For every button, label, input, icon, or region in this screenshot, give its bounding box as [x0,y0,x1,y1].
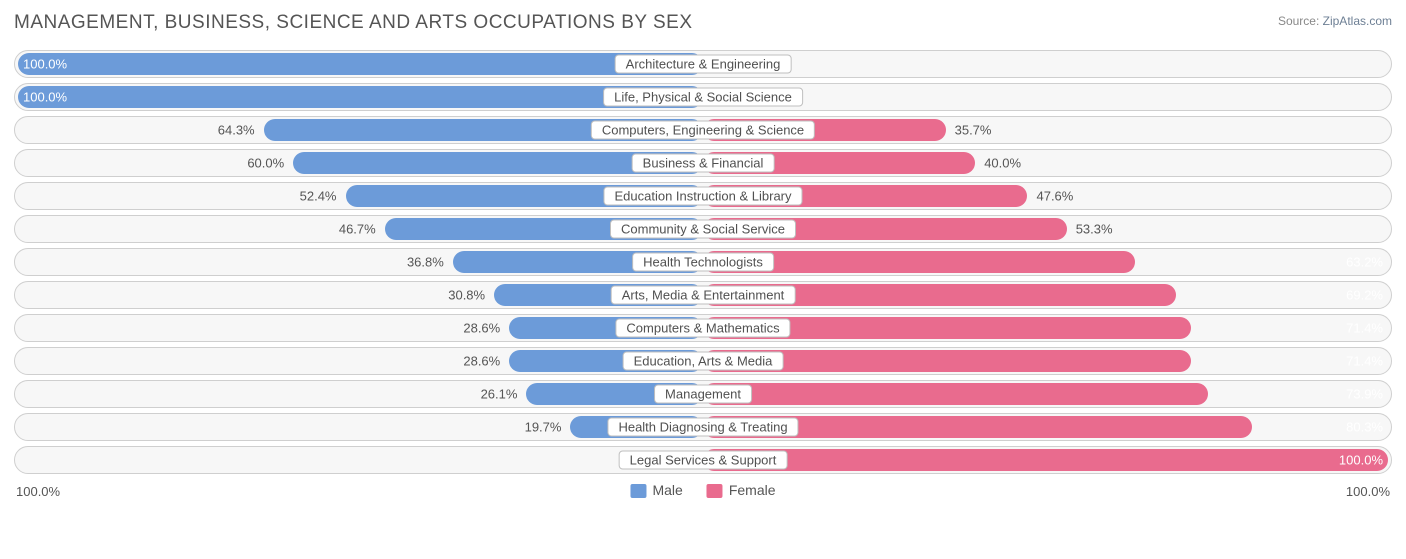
legend-male: Male [630,482,682,498]
chart-row: 36.8% 63.2% Health Technologists [14,248,1392,276]
category-label: Computers, Engineering & Science [591,121,815,140]
source-label: Source: [1278,14,1319,28]
male-pct-label: 28.6% [463,354,500,369]
male-pct-label: 64.3% [218,123,255,138]
female-bar [703,449,1388,471]
legend-male-label: Male [652,482,682,498]
chart-rows: 100.0%0.0%Architecture & Engineering100.… [14,50,1392,474]
chart-row: 100.0%0.0%Life, Physical & Social Scienc… [14,83,1392,111]
category-label: Arts, Media & Entertainment [611,286,796,305]
category-label: Computers & Mathematics [615,319,790,338]
chart-header: MANAGEMENT, BUSINESS, SCIENCE AND ARTS O… [14,12,1392,34]
female-pct-label: 53.3% [1076,222,1113,237]
axis-left-label: 100.0% [16,484,60,499]
category-label: Management [654,385,752,404]
male-pct-label: 100.0% [23,90,67,105]
chart-legend: Male Female [630,482,775,498]
chart-row: 60.0% 40.0% Business & Financial [14,149,1392,177]
male-bar [18,86,703,108]
female-pct-label: 73.9% [1346,387,1383,402]
chart-row: 46.7% 53.3% Community & Social Service [14,215,1392,243]
chart-row: 28.6% 71.4% Education, Arts & Media [14,347,1392,375]
male-pct-label: 60.0% [247,156,284,171]
male-pct-label: 30.8% [448,288,485,303]
male-pct-label: 100.0% [23,57,67,72]
legend-male-swatch [630,484,646,498]
male-pct-label: 36.8% [407,255,444,270]
male-pct-label: 46.7% [339,222,376,237]
male-bar [18,53,703,75]
chart-title: MANAGEMENT, BUSINESS, SCIENCE AND ARTS O… [14,12,693,34]
female-bar [703,383,1208,405]
male-pct-label: 26.1% [481,387,518,402]
chart-row: 100.0%0.0%Architecture & Engineering [14,50,1392,78]
legend-female: Female [707,482,776,498]
chart-row: 19.7% 80.3% Health Diagnosing & Treating [14,413,1392,441]
category-label: Life, Physical & Social Science [603,88,803,107]
source-value: ZipAtlas.com [1323,14,1392,28]
female-pct-label: 71.4% [1346,321,1383,336]
female-pct-label: 100.0% [1339,453,1383,468]
category-label: Legal Services & Support [619,451,788,470]
chart-row: 52.4% 47.6% Education Instruction & Librar… [14,182,1392,210]
category-label: Community & Social Service [610,220,796,239]
chart-row: 64.3% 35.7% Computers, Engineering & Scien… [14,116,1392,144]
axis-right-label: 100.0% [1346,484,1390,499]
legend-female-label: Female [729,482,776,498]
category-label: Business & Financial [632,154,775,173]
male-pct-label: 19.7% [525,420,562,435]
female-pct-label: 63.2% [1346,255,1383,270]
female-pct-label: 80.3% [1346,420,1383,435]
chart-footer: 100.0% Male Female 100.0% [14,482,1392,504]
category-label: Health Technologists [632,253,774,272]
female-pct-label: 40.0% [984,156,1021,171]
female-pct-label: 35.7% [955,123,992,138]
category-label: Education, Arts & Media [623,352,784,371]
category-label: Architecture & Engineering [615,55,792,74]
chart-row: 28.6% 71.4% Computers & Mathematics [14,314,1392,342]
male-pct-label: 52.4% [300,189,337,204]
female-pct-label: 71.4% [1346,354,1383,369]
legend-female-swatch [707,484,723,498]
category-label: Health Diagnosing & Treating [607,418,798,437]
chart-source: Source: ZipAtlas.com [1278,12,1392,28]
female-pct-label: 47.6% [1036,189,1073,204]
category-label: Education Instruction & Library [603,187,802,206]
chart-row: 0.0%100.0%Legal Services & Support [14,446,1392,474]
female-pct-label: 69.2% [1346,288,1383,303]
chart-row: 26.1% 73.9% Management [14,380,1392,408]
male-pct-label: 28.6% [463,321,500,336]
chart-row: 30.8% 69.2% Arts, Media & Entertainment [14,281,1392,309]
